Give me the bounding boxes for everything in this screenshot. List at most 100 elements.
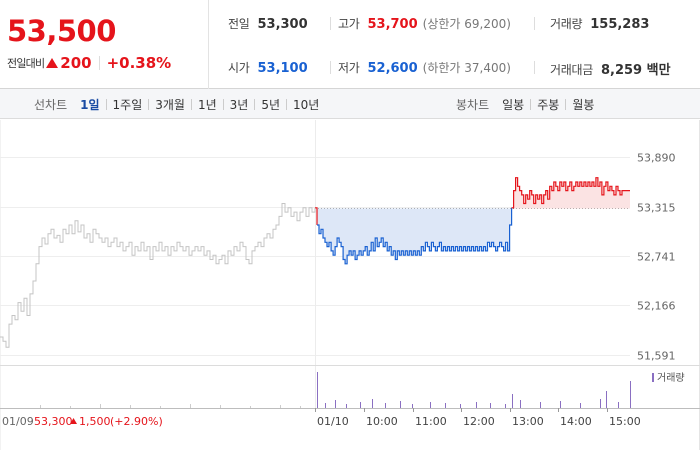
candle-chart-periods: 봉차트 일봉 주봉 월봉	[456, 89, 594, 119]
volume-legend-swatch	[652, 373, 654, 382]
period-3y[interactable]: 3년	[229, 97, 249, 112]
stat-sub: (상한가 69,200)	[422, 17, 511, 31]
chart-toolbar: 선차트 1일 1주일 3개월 1년 3년 5년 10년 봉차트 일봉 주봉 월봉	[0, 89, 700, 119]
prev-day-caption: 01/09 53,300 1,500 (+2.90%)	[2, 415, 163, 428]
period-daily[interactable]: 일봉	[502, 97, 525, 112]
volume-bar	[325, 403, 326, 408]
divider	[148, 98, 150, 110]
volume-bar	[460, 404, 461, 408]
change-row: 전일대비 200 +0.38%	[7, 54, 208, 72]
stat-value: 52,600	[367, 61, 418, 76]
volume-bar	[250, 406, 251, 408]
stat-label: 전일	[228, 17, 250, 31]
volume-bar	[540, 402, 541, 408]
divider	[330, 17, 331, 30]
candle-chart-label: 봉차트	[456, 97, 490, 112]
x-axis: 01/10 10:00 11:00 12:00 13:00 14:00 15:00 01/09…	[2, 408, 641, 428]
stats-panel: 전일 53,300 고가 53,700 (상한가 69,200) 거래량 155…	[210, 0, 700, 89]
stat-value: 53,100	[257, 61, 308, 76]
divider	[534, 17, 535, 30]
down-series-line	[317, 207, 513, 265]
line-chart-periods: 선차트 1일 1주일 3개월 1년 3년 5년 10년	[34, 89, 319, 119]
change-amount: 200	[60, 54, 92, 72]
volume-bar	[160, 406, 161, 408]
grid	[0, 120, 700, 450]
volume-bar	[490, 403, 491, 408]
volume-bar	[385, 403, 386, 408]
change-label: 전일대비	[7, 57, 45, 70]
period-1y[interactable]: 1년	[197, 97, 217, 112]
period-monthly[interactable]: 월봉	[572, 97, 595, 112]
volume-bar	[280, 405, 281, 408]
stat-label: 거래대금	[550, 63, 593, 77]
volume-bar	[400, 401, 401, 408]
divider	[534, 61, 535, 74]
period-1d[interactable]: 1일	[80, 97, 100, 112]
volume-bar	[512, 394, 513, 408]
stat-value: 8,259 백만	[600, 63, 671, 78]
volume-bar	[630, 381, 631, 408]
volume-bar	[190, 404, 191, 408]
x-tick-label: 15:00	[609, 415, 641, 428]
y-tick-label: 53,890	[637, 152, 676, 165]
divider	[222, 98, 224, 110]
volume-bar	[40, 405, 41, 408]
y-tick-label: 52,741	[637, 251, 676, 264]
period-1w[interactable]: 1주일	[112, 97, 143, 112]
period-3m[interactable]: 3개월	[155, 97, 185, 112]
volume-bar	[360, 402, 361, 408]
volume-panel: 거래량	[0, 365, 700, 409]
x-tick-label: 11:00	[415, 415, 447, 428]
change-percent: +0.38%	[106, 54, 172, 72]
volume-bar	[580, 403, 581, 408]
volume-bar	[600, 399, 601, 408]
stat-label: 거래량	[550, 17, 583, 31]
stat-label: 시가	[228, 61, 250, 75]
divider	[254, 98, 256, 110]
baseline-fill	[315, 177, 630, 264]
volume-bar	[100, 404, 101, 408]
period-10y[interactable]: 10년	[293, 97, 320, 112]
stat-low: 저가 52,600 (하한가 37,400)	[338, 59, 511, 76]
period-5y[interactable]: 5년	[261, 97, 281, 112]
prev-day-change: 1,500	[79, 415, 111, 428]
up-triangle-icon	[46, 58, 59, 68]
volume-bar	[335, 400, 336, 408]
divider	[330, 61, 331, 74]
divider	[105, 98, 107, 110]
volume-bar	[560, 401, 561, 408]
stat-value: 53,300	[257, 17, 308, 32]
x-tick-label: 01/10	[317, 415, 349, 428]
current-price-panel: 53,500 전일대비 200 +0.38%	[0, 0, 209, 89]
price-lines	[0, 177, 630, 348]
volume-bar	[476, 402, 477, 408]
volume-bar	[346, 404, 347, 408]
y-tick-label: 51,591	[637, 350, 676, 363]
volume-bar	[520, 400, 521, 408]
prev-day-date: 01/09	[2, 415, 34, 428]
current-price: 53,500	[7, 14, 116, 48]
period-weekly[interactable]: 주봉	[537, 97, 560, 112]
line-chart-label: 선차트	[34, 97, 68, 112]
volume-bar	[300, 406, 301, 408]
stat-volume: 거래량 155,283	[550, 15, 649, 32]
price-header: 53,500 전일대비 200 +0.38% 전일 53,300 고가 53,7…	[0, 0, 700, 89]
divider	[565, 98, 567, 110]
volume-bar	[618, 402, 619, 408]
stat-amount: 거래대금 8,259 백만	[550, 59, 671, 78]
down-area-fill	[317, 207, 512, 264]
prev-day-pct: (+2.90%)	[110, 415, 163, 428]
volume-legend-label: 거래량	[657, 372, 685, 384]
stat-high: 고가 53,700 (상한가 69,200)	[338, 15, 511, 32]
price-chart[interactable]: 53,890 53,315 52,741 52,166 51,591 거래량 01/10…	[0, 120, 700, 450]
volume-bar	[445, 403, 446, 408]
volume-bar	[70, 406, 71, 408]
stat-label: 저가	[338, 61, 360, 75]
divider	[98, 56, 100, 70]
volume-bar	[130, 405, 131, 408]
y-tick-label: 53,315	[637, 202, 676, 215]
divider	[286, 98, 288, 110]
y-tick-label: 52,166	[637, 300, 676, 313]
volume-bar	[606, 391, 607, 408]
volume-bar	[220, 405, 221, 408]
